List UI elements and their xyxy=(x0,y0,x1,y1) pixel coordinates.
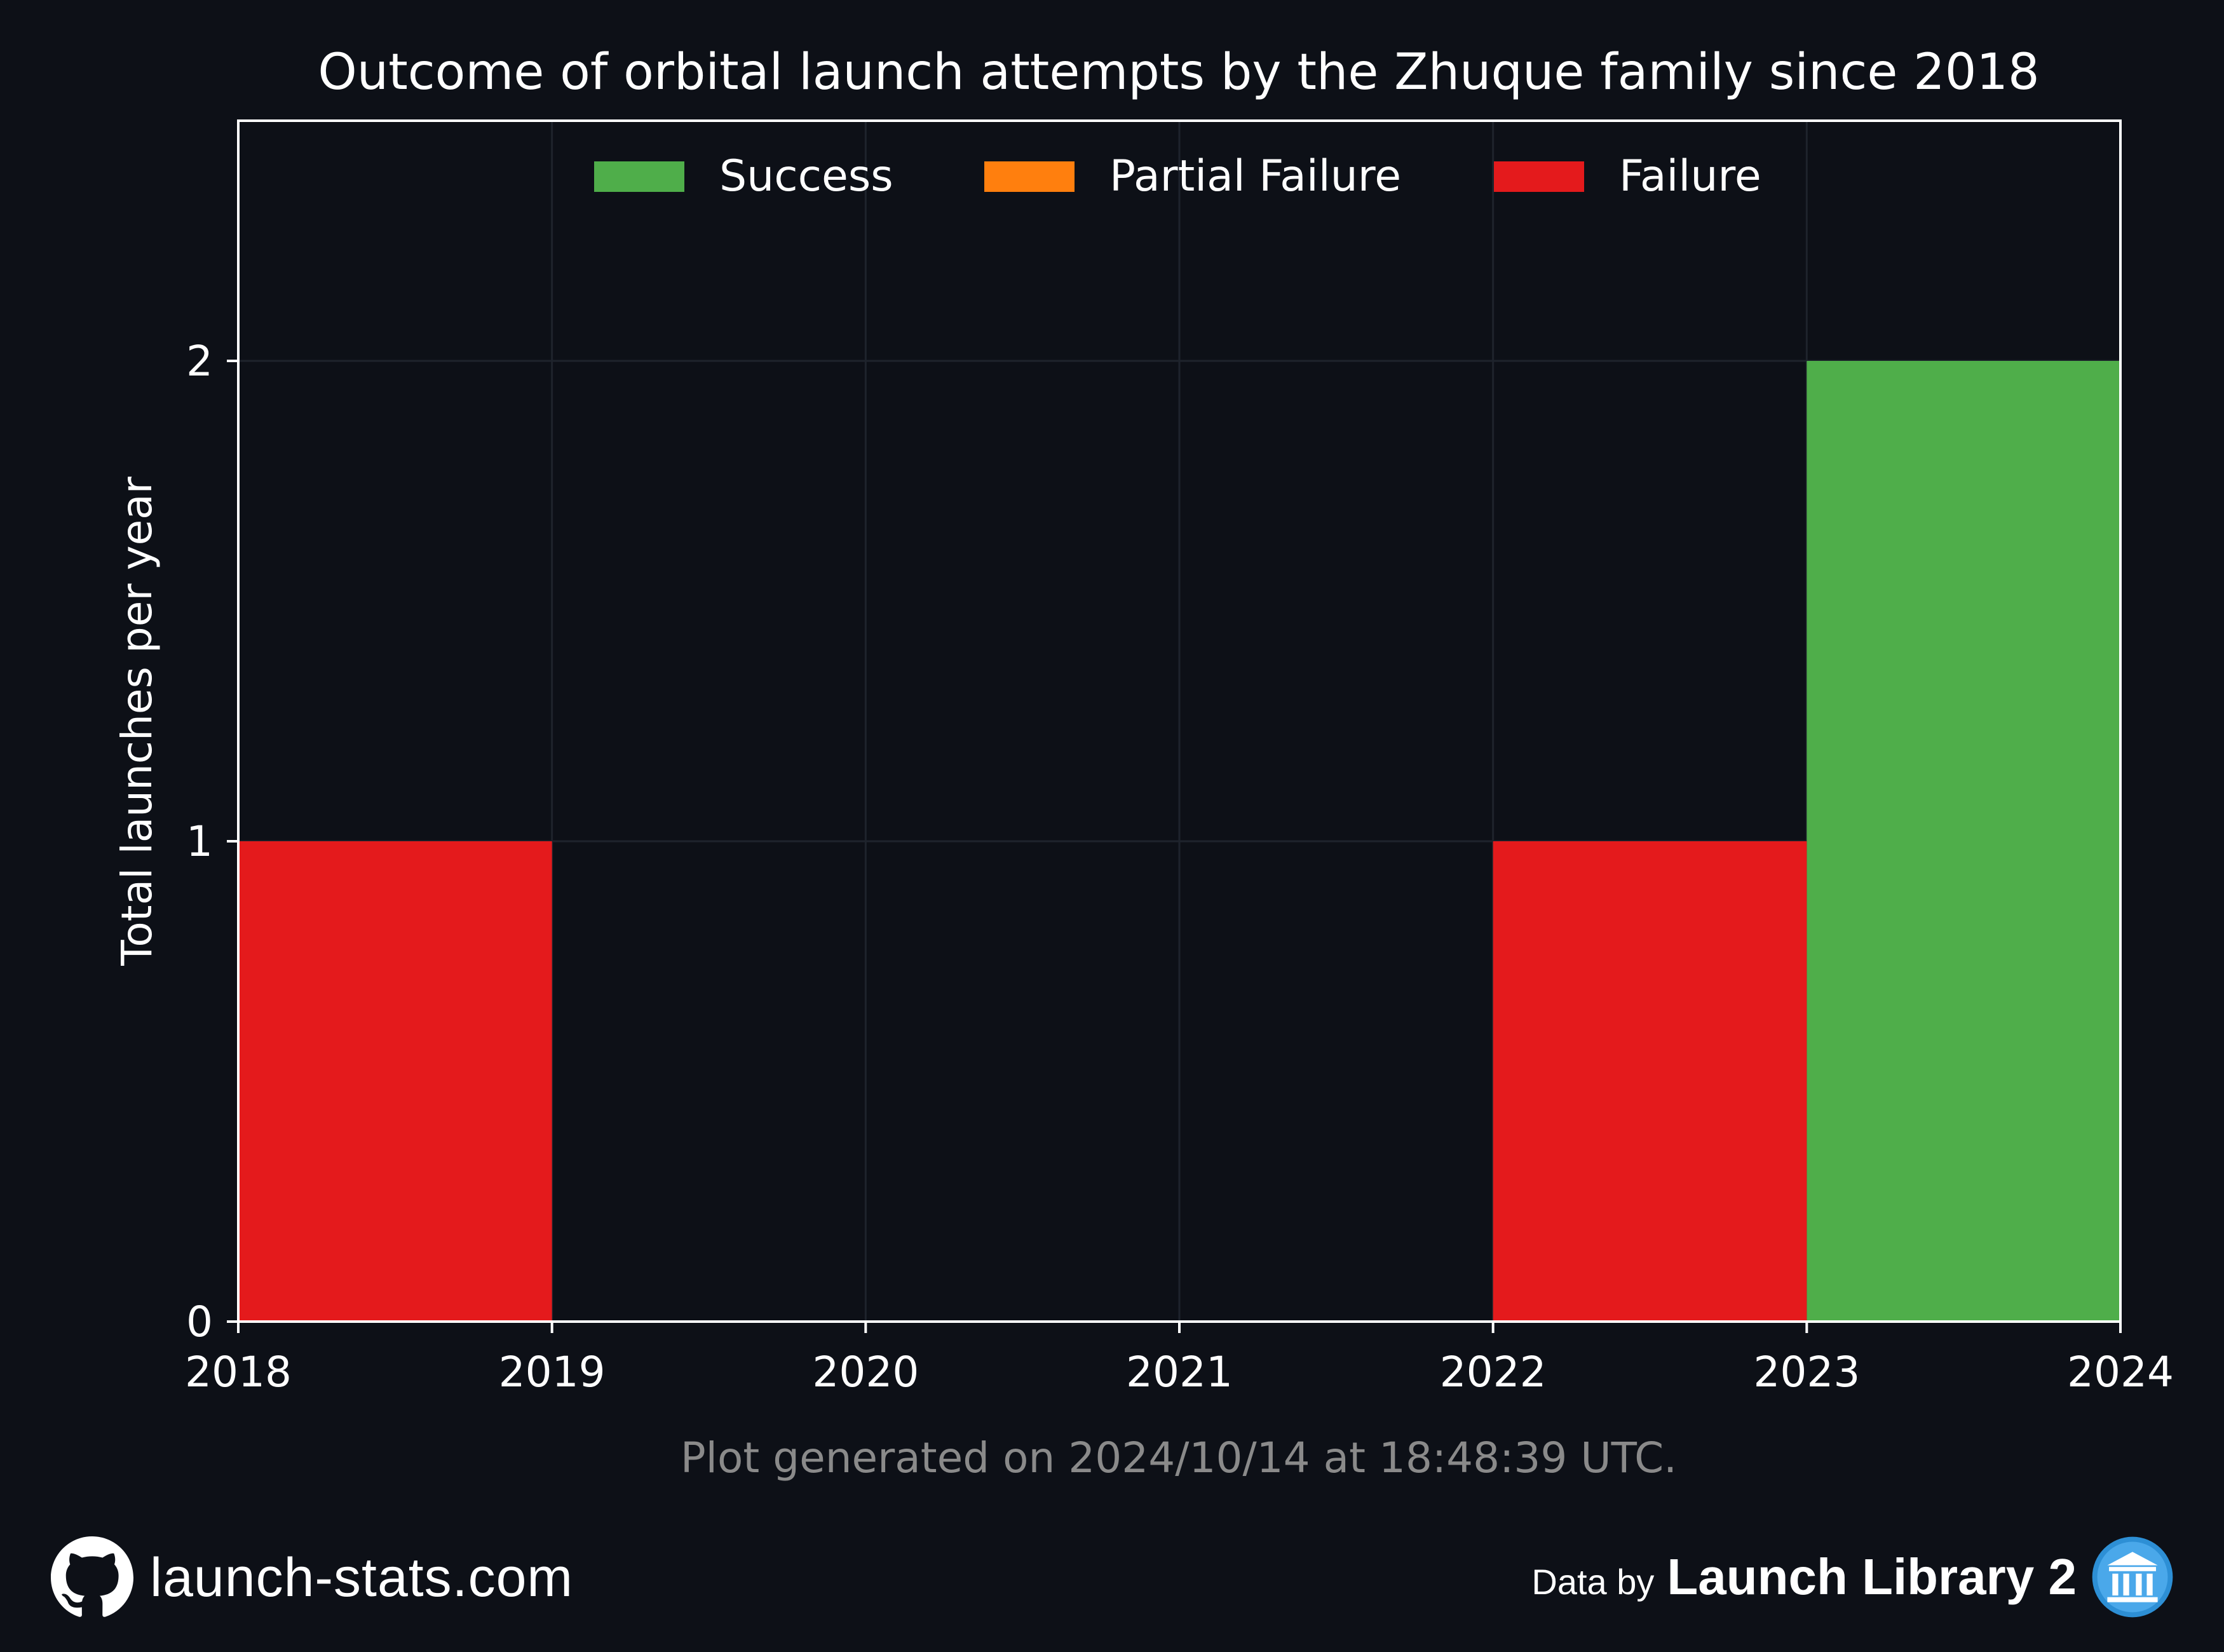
y-tick-label: 1 xyxy=(186,817,213,866)
x-tick-label: 2018 xyxy=(185,1348,292,1397)
bars xyxy=(238,361,2120,1322)
legend-swatch xyxy=(984,161,1075,192)
x-tick-label: 2021 xyxy=(1126,1348,1233,1397)
bar-failure-2018 xyxy=(238,841,552,1322)
bar-failure-2022 xyxy=(1493,841,1807,1322)
legend-swatch xyxy=(594,161,684,192)
x-tick-label: 2019 xyxy=(499,1348,606,1397)
plot-generated-note: Plot generated on 2024/10/14 at 18:48:39… xyxy=(681,1433,1677,1482)
x-axis: 2018 2019 2020 2021 2022 2023 2024 xyxy=(185,1322,2174,1397)
launch-library-icon xyxy=(2092,1536,2173,1618)
site-name: launch-stats.com xyxy=(150,1547,574,1608)
legend-label: Success xyxy=(719,151,893,201)
legend-label: Partial Failure xyxy=(1109,151,1401,201)
data-by-label: Data by xyxy=(1531,1561,1655,1602)
x-tick-label: 2024 xyxy=(2067,1348,2174,1397)
legend-swatch xyxy=(1494,161,1584,192)
bar-success-2023 xyxy=(1807,361,2120,1322)
y-axis-label: Total launches per year xyxy=(112,476,161,966)
site-credit[interactable]: launch-stats.com xyxy=(51,1536,573,1619)
y-tick-label: 0 xyxy=(186,1297,213,1346)
y-tick-label: 2 xyxy=(186,337,213,386)
legend-label: Failure xyxy=(1619,151,1761,201)
github-icon xyxy=(51,1536,133,1617)
x-tick-label: 2023 xyxy=(1753,1348,1860,1397)
x-tick-label: 2020 xyxy=(812,1348,919,1397)
data-source-credit[interactable]: Data by Launch Library 2 xyxy=(1531,1534,2174,1620)
legend: Success Partial Failure Failure xyxy=(594,151,1761,201)
data-source-name: Launch Library 2 xyxy=(1667,1548,2077,1605)
x-tick-label: 2022 xyxy=(1440,1348,1547,1397)
chart-title: Outcome of orbital launch attempts by th… xyxy=(318,44,2039,101)
y-axis: 0 1 2 xyxy=(186,337,238,1346)
